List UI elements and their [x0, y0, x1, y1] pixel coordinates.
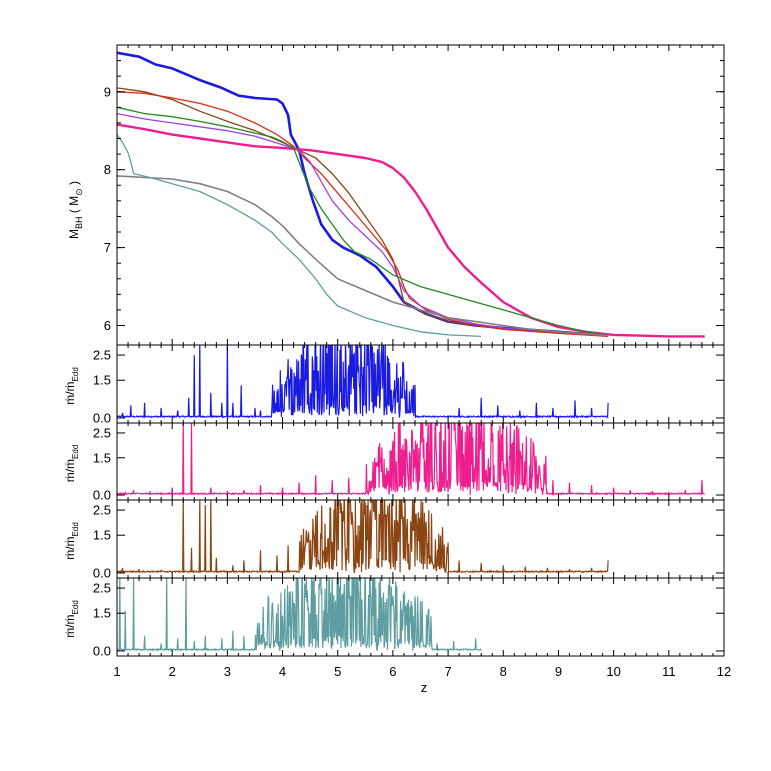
plot-area: [117, 423, 705, 497]
accretion-series: [117, 345, 609, 420]
y-tick-label: 0.0: [93, 410, 111, 425]
y-tick-label: 2.5: [93, 348, 111, 363]
y-tick-label: 9: [104, 84, 111, 99]
series-line-3: [117, 87, 609, 337]
series-line-7: [117, 175, 609, 337]
y-tick-label: 7: [104, 240, 111, 255]
y-axis-label: ṁ/ṁEdd: [63, 367, 80, 405]
panel-frame: [116, 577, 725, 657]
series-line-8: [117, 134, 482, 338]
x-tick-label: 4: [279, 664, 286, 679]
series-line-6: [117, 106, 609, 337]
plot-area: [117, 51, 705, 338]
y-tick-label: 0.0: [93, 488, 111, 503]
y-tick-label: 6: [104, 318, 111, 333]
y-tick-label: 1.5: [93, 528, 111, 543]
y-tick-label: 1.5: [93, 450, 111, 465]
x-tick-label: 3: [224, 664, 231, 679]
x-tick-label: 8: [500, 664, 507, 679]
accretion-series: [117, 423, 705, 497]
y-tick-label: 0.0: [93, 643, 111, 658]
plot-area: [117, 500, 609, 575]
y-axis-label: ṁ/ṁEdd: [63, 522, 80, 560]
panel-top: 6 7 8 9 MBH ( M⊙ ): [67, 44, 725, 346]
panel-accretion-1: 0.0 1.5 2.5 ṁ/ṁEdd: [63, 344, 725, 425]
x-tick-label: 9: [555, 664, 562, 679]
y-tick-label: 2.5: [93, 425, 111, 440]
y-axis-label: ṁ/ṁEdd: [63, 600, 80, 638]
panel-accretion-3: 0.0 1.5 2.5 ṁ/ṁEdd: [63, 499, 725, 580]
y-tick-label: 0.0: [93, 565, 111, 580]
x-tick-label: 1: [113, 664, 120, 679]
x-tick-label: 2: [169, 664, 176, 679]
y-tick-label: 2.5: [93, 503, 111, 518]
panel-accretion-4: 0.0 1.5 2.5 ṁ/ṁEdd: [63, 577, 725, 658]
y-axis-label: MBH ( M⊙ ): [67, 181, 84, 239]
plot-area: [117, 345, 609, 420]
x-tick-label: 10: [606, 664, 620, 679]
accretion-series: [117, 500, 609, 575]
panels: 6 7 8 9 MBH ( M⊙ ) 0.0 1.5 2.5 ṁ/ṁEdd 0.0 1.5 2.5 ṁ/…: [63, 44, 725, 658]
accretion-series: [117, 578, 482, 652]
series-line-4: [117, 91, 609, 338]
y-axis-label: ṁ/ṁEdd: [63, 445, 80, 483]
y-tick-label: 8: [104, 162, 111, 177]
series-line-1: [117, 51, 609, 337]
x-tick-label: 5: [334, 664, 341, 679]
x-tick-label: 7: [444, 664, 451, 679]
series-line-2: [117, 123, 705, 338]
y-tick-label: 1.5: [93, 373, 111, 388]
y-tick-label: 1.5: [93, 606, 111, 621]
series-line-5: [117, 112, 609, 337]
plot-area: [117, 578, 482, 652]
x-axis-label: z: [421, 680, 428, 695]
x-tick-label: 6: [389, 664, 396, 679]
x-axis: 1 2 3 4 5 6 7 8 9 10 11 12: [113, 664, 731, 679]
x-tick-label: 12: [717, 664, 731, 679]
panel-frame: [116, 344, 725, 424]
y-tick-label: 2.5: [93, 581, 111, 596]
x-tick-label: 11: [662, 664, 676, 679]
